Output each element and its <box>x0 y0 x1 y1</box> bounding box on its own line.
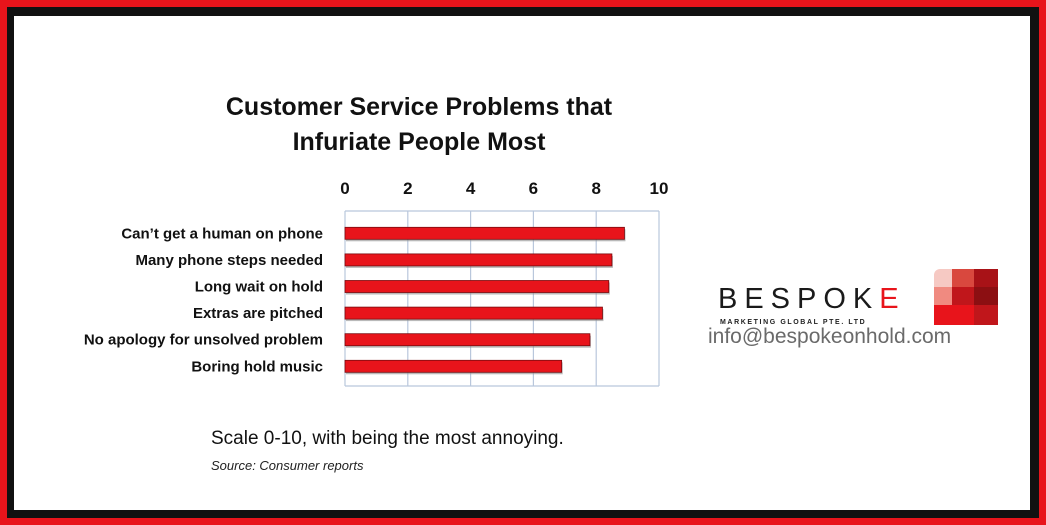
category-label-0: Can’t get a human on phone <box>121 225 323 242</box>
x-tick-label-2: 4 <box>466 179 476 198</box>
category-label-4: No apology for unsolved problem <box>84 332 323 349</box>
infographic-canvas: Customer Service Problems that Infuriate… <box>14 16 1030 510</box>
bespoke-logo: BESPOKE MARKETING GLOBAL PTE. LTD info@b… <box>708 269 1008 359</box>
x-tick-label-3: 6 <box>529 179 538 198</box>
chart-title-line-1: Customer Service Problems that <box>225 93 613 121</box>
chart-title: Customer Service Problems that Infuriate… <box>194 90 644 160</box>
logo-subtitle: MARKETING GLOBAL PTE. LTD <box>720 319 867 326</box>
x-tick-label-4: 8 <box>591 179 600 198</box>
chart-source: Source: Consumer reports <box>211 458 364 473</box>
x-tick-label-0: 0 <box>340 179 349 198</box>
chart-title-line-2: Infuriate People Most <box>292 128 546 156</box>
chart-caption: Scale 0-10, with being the most annoying… <box>211 428 564 449</box>
category-label-2: Long wait on hold <box>195 279 323 296</box>
x-tick-label-1: 2 <box>403 179 412 198</box>
bar-5 <box>344 359 563 373</box>
bar-0 <box>344 226 625 240</box>
bar-3 <box>344 306 603 320</box>
logo-wordmark-e: E <box>879 283 906 315</box>
bar-1 <box>344 253 613 267</box>
category-label-1: Many phone steps needed <box>135 252 323 269</box>
logo-squares-icon <box>934 269 998 325</box>
x-tick-label-5: 10 <box>650 179 669 198</box>
logo-wordmark-main: BESPOK <box>718 283 880 315</box>
bar-chart: 0 2 4 6 8 10 Can’t get a human on phone Many ph… <box>84 179 669 387</box>
category-label-5: Boring hold music <box>191 358 323 375</box>
logo-wordmark: BESPOKE <box>718 283 906 316</box>
contact-email: info@bespokeonhold.com <box>708 325 952 348</box>
bar-2 <box>344 280 610 293</box>
category-label-3: Extras are pitched <box>193 305 323 322</box>
bar-4 <box>344 333 591 347</box>
